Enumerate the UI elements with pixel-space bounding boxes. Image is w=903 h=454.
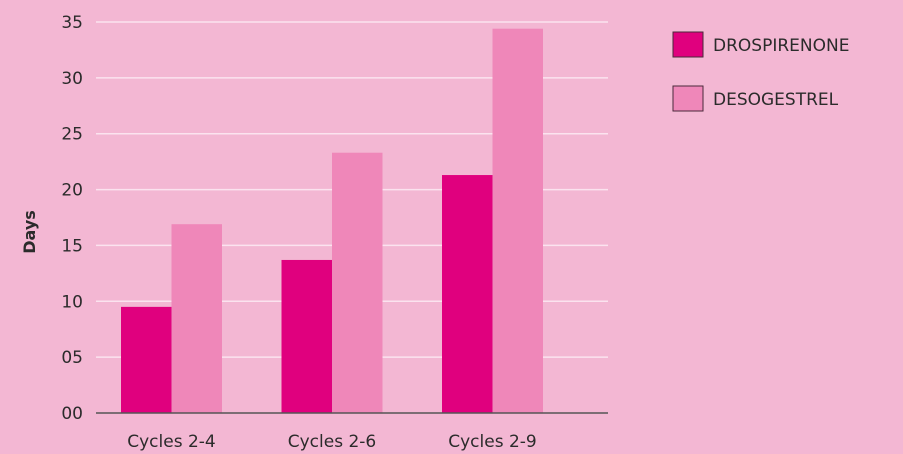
y-tick-label: 20 bbox=[61, 181, 83, 201]
y-axis-title: Days bbox=[20, 210, 39, 254]
x-tick-label: Cycles 2-6 bbox=[288, 432, 377, 452]
legend: DROSPIRENONE DESOGESTREL bbox=[672, 31, 849, 112]
y-tick-label: 00 bbox=[61, 404, 83, 424]
bar-desogestrel-1 bbox=[171, 224, 222, 413]
legend-swatch bbox=[672, 31, 704, 58]
y-tick-label: 05 bbox=[61, 348, 83, 368]
x-tick-labels: Cycles 2-4 Cycles 2-6 Cycles 2-9 bbox=[127, 432, 537, 452]
y-tick-label: 10 bbox=[61, 292, 83, 312]
bar-drospirenone-1 bbox=[121, 306, 172, 413]
y-tick-labels: 00 05 10 15 20 25 30 35 bbox=[61, 13, 83, 424]
legend-swatch bbox=[672, 85, 704, 112]
y-tick-label: 15 bbox=[61, 236, 83, 256]
y-tick-label: 30 bbox=[61, 69, 83, 89]
bars bbox=[121, 28, 543, 414]
y-tick-label: 25 bbox=[61, 125, 83, 145]
legend-label: DROSPIRENONE bbox=[713, 36, 849, 56]
legend-label: DESOGESTREL bbox=[713, 90, 839, 110]
x-tick-label: Cycles 2-9 bbox=[448, 432, 537, 452]
y-tick-label: 35 bbox=[61, 13, 83, 33]
bar-drospirenone-2 bbox=[281, 259, 332, 413]
bar-drospirenone-3 bbox=[442, 175, 493, 413]
bar-desogestrel-3 bbox=[492, 28, 543, 414]
bar-desogestrel-2 bbox=[332, 152, 383, 413]
x-tick-label: Cycles 2-4 bbox=[127, 432, 216, 452]
